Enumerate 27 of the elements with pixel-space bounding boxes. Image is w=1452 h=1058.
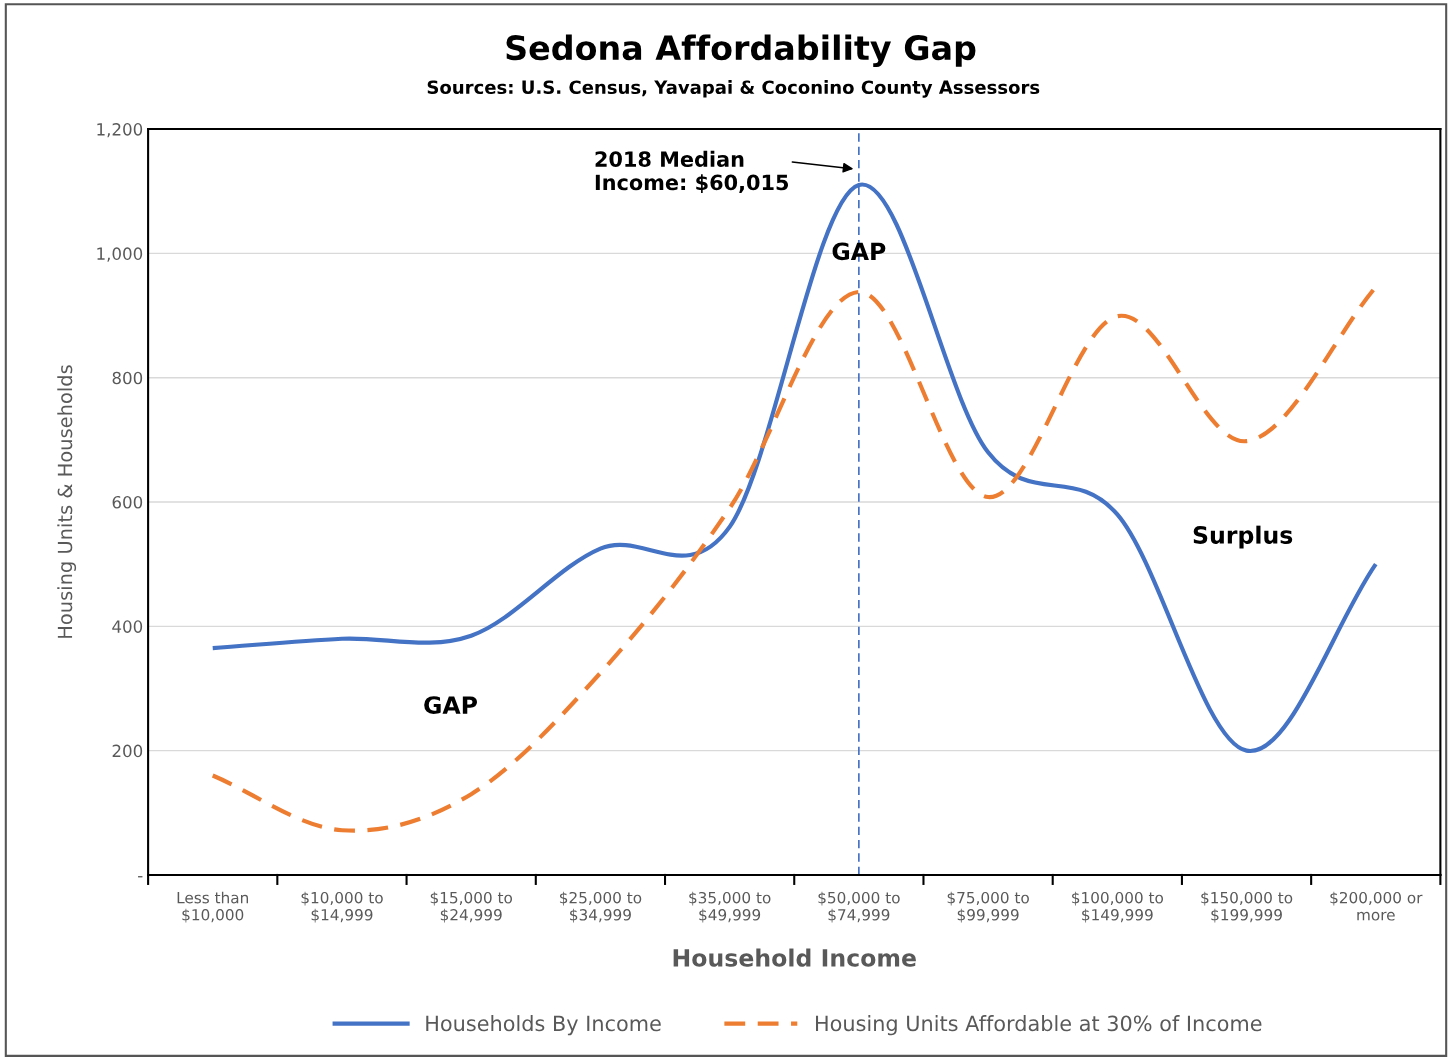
x-tick-label: $35,000 to $49,999 bbox=[689, 891, 771, 923]
y-axis-title: Housing Units & Households bbox=[57, 365, 77, 638]
x-tick-label: $15,000 to $24,999 bbox=[430, 891, 513, 923]
x-tick-label: $200,000 or more bbox=[1330, 891, 1423, 921]
x-axis-title: Household Income bbox=[673, 948, 916, 967]
x-tick-label: $150,000 to $199,999 bbox=[1201, 891, 1293, 923]
x-tick-label: $100,000 to $149,999 bbox=[1072, 891, 1164, 923]
annotation: GAP bbox=[424, 696, 478, 714]
y-tick-label: 1,000 bbox=[97, 247, 143, 262]
annotation: GAP bbox=[832, 242, 886, 261]
x-tick-label: $50,000 to $74,999 bbox=[818, 891, 900, 923]
y-tick-label: 200 bbox=[112, 744, 143, 758]
legend-label: Households By Income bbox=[426, 1015, 661, 1036]
y-tick-label: 1,200 bbox=[97, 123, 143, 138]
x-tick-label: $25,000 to $34,999 bbox=[559, 891, 642, 923]
ref-line-label: 2018 Median Income: $60,015 bbox=[595, 150, 789, 194]
y-tick-label: 800 bbox=[112, 371, 143, 385]
chart-subtitle: Sources: U.S. Census, Yavapai & Coconino County Assessors bbox=[427, 80, 1040, 98]
y-tick-label: - bbox=[138, 876, 143, 878]
x-tick-label: Less than $10,000 bbox=[177, 891, 248, 923]
chart-title: Sedona Affordability Gap bbox=[506, 34, 976, 68]
y-tick-label: 600 bbox=[112, 495, 143, 509]
y-tick-label: 400 bbox=[112, 620, 143, 633]
legend-label: Housing Units Affordable at 30% of Income bbox=[816, 1015, 1262, 1036]
x-tick-label: $10,000 to $14,999 bbox=[301, 891, 383, 923]
annotation: Surplus bbox=[1193, 525, 1293, 549]
x-tick-label: $75,000 to $99,999 bbox=[947, 891, 1029, 923]
